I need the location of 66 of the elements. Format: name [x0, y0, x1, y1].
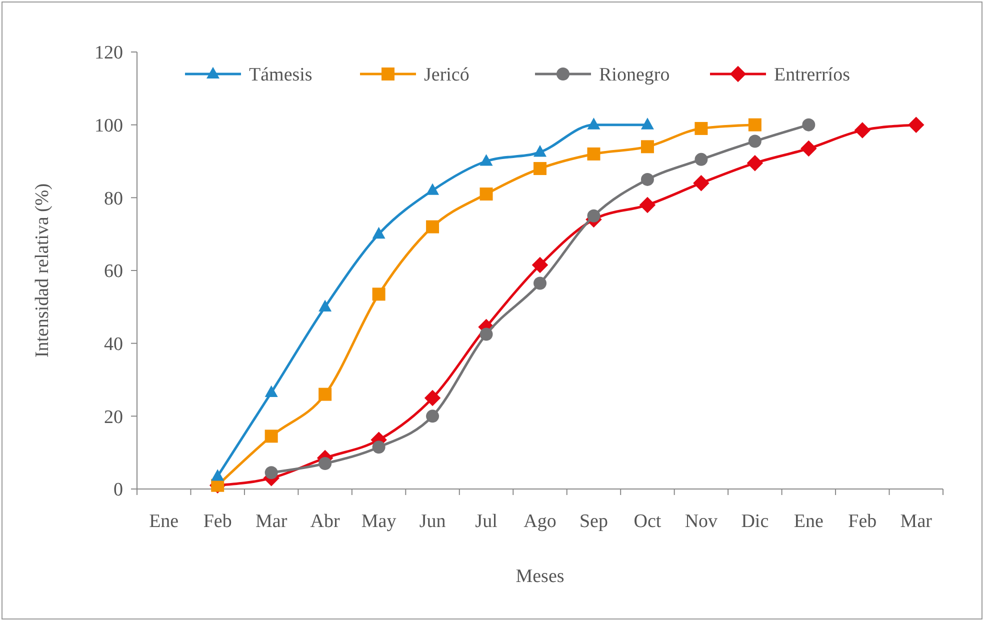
x-tick-label: Mar — [256, 511, 288, 532]
point — [534, 162, 546, 176]
x-tick-label: Nov — [684, 511, 718, 532]
point — [424, 390, 441, 406]
point — [318, 457, 332, 470]
point — [426, 220, 440, 234]
x-tick-label: Jul — [475, 511, 498, 532]
y-axis-title: Intensidad relativa (%) — [32, 183, 53, 358]
x-tick-label: Sep — [579, 511, 608, 532]
point — [802, 118, 816, 132]
point — [480, 154, 493, 166]
point — [426, 410, 440, 423]
point — [587, 209, 600, 222]
point — [694, 122, 708, 135]
x-axis-title: Meses — [516, 566, 564, 587]
x-tick-label: Ene — [794, 511, 824, 532]
x-tick-label: Feb — [848, 511, 877, 532]
y-tick-label: 20 — [104, 406, 123, 428]
point — [532, 256, 548, 274]
legend-label: Rionegro — [599, 64, 670, 86]
point — [372, 288, 386, 301]
point — [748, 118, 762, 132]
point — [372, 440, 386, 454]
point — [640, 172, 654, 186]
point — [587, 147, 600, 160]
point — [694, 152, 708, 166]
point — [908, 116, 924, 133]
point — [264, 385, 278, 398]
x-tick-label: Ago — [524, 511, 556, 532]
point — [854, 122, 871, 138]
point — [693, 174, 710, 192]
x-tick-label: Oct — [634, 511, 662, 532]
x-tick-label: Abr — [310, 511, 341, 532]
point — [640, 140, 654, 154]
point — [639, 196, 656, 214]
point — [480, 188, 493, 201]
point — [211, 469, 224, 481]
x-tick-label: Mar — [900, 511, 933, 532]
x-tick-label: Dic — [741, 511, 769, 532]
point — [800, 140, 817, 157]
point — [318, 388, 332, 401]
legend-label: Jericó — [424, 64, 470, 86]
x-tick-label: Ene — [149, 511, 179, 532]
point — [264, 430, 278, 443]
point — [480, 328, 493, 341]
x-tick-label: Jun — [419, 511, 446, 532]
x-tick-label: Feb — [203, 511, 232, 532]
point — [587, 118, 600, 130]
x-tick-label: May — [361, 511, 397, 532]
y-tick-label: 120 — [94, 42, 123, 64]
point — [318, 300, 332, 312]
point — [640, 118, 654, 130]
point — [748, 134, 762, 148]
point — [372, 226, 386, 239]
y-tick-label: 60 — [104, 261, 123, 282]
y-tick-label: 0 — [114, 480, 123, 501]
y-tick-label: 40 — [104, 334, 123, 355]
y-tick-label: 100 — [94, 115, 123, 136]
point — [426, 183, 440, 195]
legend-label: Entrerríos — [774, 64, 850, 86]
legend-label: Támesis — [249, 64, 312, 86]
y-tick-label: 80 — [104, 188, 123, 210]
point — [534, 276, 546, 290]
point — [746, 154, 764, 172]
point — [534, 144, 546, 157]
point — [264, 466, 278, 480]
